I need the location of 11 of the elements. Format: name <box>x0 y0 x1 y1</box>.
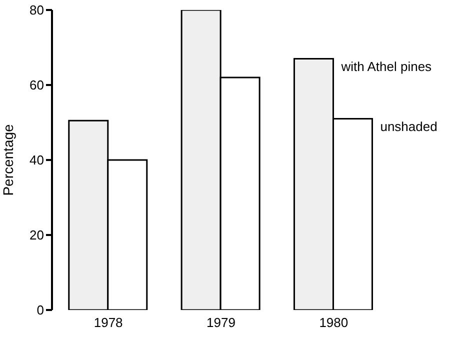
x-tick-label: 1979 <box>206 315 236 330</box>
series-label: unshaded <box>380 118 438 134</box>
y-tick-label: 20 <box>30 228 44 243</box>
y-tick-label: 0 <box>36 302 44 318</box>
y-tick-label: 40 <box>30 152 44 168</box>
y-axis-title: Percentage <box>0 124 16 196</box>
y-tick-label: 60 <box>30 78 44 93</box>
y-tick-label: 80 <box>30 2 44 18</box>
x-tick-label: 1978 <box>94 315 123 330</box>
series-label: with Athel pines <box>340 58 432 74</box>
x-tick-label: 1980 <box>319 315 348 330</box>
